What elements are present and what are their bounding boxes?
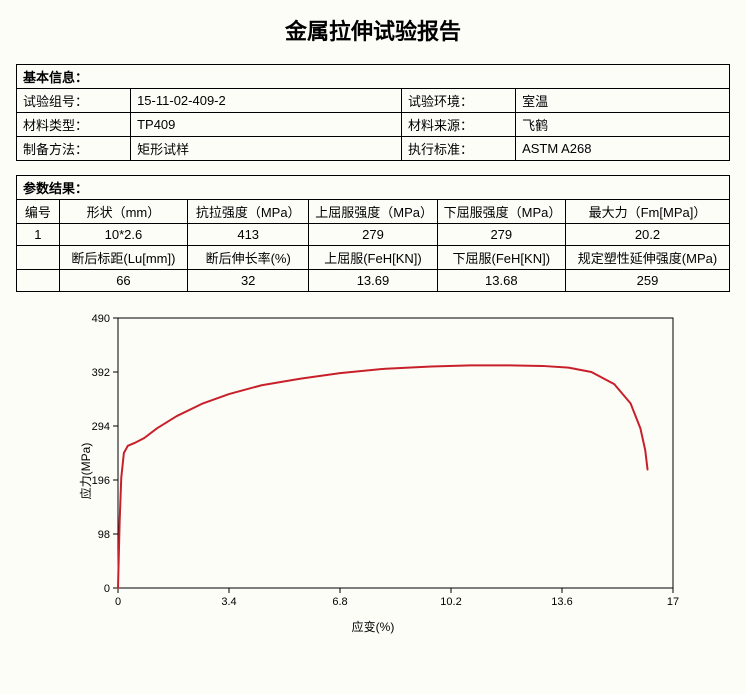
col-h: 断后伸长率(%) bbox=[188, 246, 309, 270]
y-axis-label: 应力(MPa) bbox=[77, 442, 94, 499]
info-row: 制备方法： 矩形试样 执行标准： ASTM A268 bbox=[17, 137, 730, 161]
basic-info-table: 基本信息： 试验组号： 15-11-02-409-2 试验环境： 室温 材料类型… bbox=[16, 64, 730, 161]
svg-text:392: 392 bbox=[92, 367, 110, 379]
col-h: 上屈服强度（MPa） bbox=[309, 200, 437, 224]
info-row: 材料类型： TP409 材料来源： 飞鹤 bbox=[17, 113, 730, 137]
info-key: 试验组号： bbox=[17, 89, 131, 113]
cell bbox=[17, 270, 60, 292]
svg-text:98: 98 bbox=[98, 529, 110, 541]
cell: 1 bbox=[17, 224, 60, 246]
results-header-row-2: 断后标距(Lu[mm]) 断后伸长率(%) 上屈服(FeH[KN]) 下屈服(F… bbox=[17, 246, 730, 270]
info-key: 执行标准： bbox=[402, 137, 516, 161]
svg-text:196: 196 bbox=[92, 475, 110, 487]
svg-text:0: 0 bbox=[104, 583, 110, 595]
cell: 32 bbox=[188, 270, 309, 292]
col-h: 抗拉强度（MPa） bbox=[188, 200, 309, 224]
cell: 279 bbox=[437, 224, 565, 246]
results-header-row-1: 编号 形状（mm） 抗拉强度（MPa） 上屈服强度（MPa） 下屈服强度（MPa… bbox=[17, 200, 730, 224]
results-data-row-1: 1 10*2.6 413 279 279 20.2 bbox=[17, 224, 730, 246]
svg-text:294: 294 bbox=[92, 421, 110, 433]
info-row: 试验组号： 15-11-02-409-2 试验环境： 室温 bbox=[17, 89, 730, 113]
col-h: 上屈服(FeH[KN]) bbox=[309, 246, 437, 270]
cell: 20.2 bbox=[565, 224, 729, 246]
col-h: 最大力（Fm[MPa]） bbox=[565, 200, 729, 224]
info-key: 材料类型： bbox=[17, 113, 131, 137]
cell: 10*2.6 bbox=[59, 224, 187, 246]
svg-text:3.4: 3.4 bbox=[221, 596, 236, 608]
info-key: 材料来源： bbox=[402, 113, 516, 137]
cell: 259 bbox=[565, 270, 729, 292]
col-h: 断后标距(Lu[mm]) bbox=[59, 246, 187, 270]
cell: 13.69 bbox=[309, 270, 437, 292]
x-axis-label: 应变(%) bbox=[63, 618, 683, 635]
info-val: 矩形试样 bbox=[131, 137, 402, 161]
info-val: 室温 bbox=[516, 89, 730, 113]
basic-info-header: 基本信息： bbox=[17, 65, 730, 89]
col-h: 编号 bbox=[17, 200, 60, 224]
info-key: 制备方法： bbox=[17, 137, 131, 161]
results-data-row-2: 66 32 13.69 13.68 259 bbox=[17, 270, 730, 292]
cell: 279 bbox=[309, 224, 437, 246]
col-h: 形状（mm） bbox=[59, 200, 187, 224]
svg-text:0: 0 bbox=[115, 596, 121, 608]
cell: 66 bbox=[59, 270, 187, 292]
info-val: 飞鹤 bbox=[516, 113, 730, 137]
results-header: 参数结果： bbox=[17, 176, 730, 200]
col-h: 规定塑性延伸强度(MPa) bbox=[565, 246, 729, 270]
svg-text:490: 490 bbox=[92, 313, 110, 325]
results-table: 参数结果： 编号 形状（mm） 抗拉强度（MPa） 上屈服强度（MPa） 下屈服… bbox=[16, 175, 730, 292]
col-h bbox=[17, 246, 60, 270]
col-h: 下屈服强度（MPa） bbox=[437, 200, 565, 224]
stress-strain-chart: 应力(MPa) 0 98 196 294 392 490 0 3.4 6.8 10.2 13.6 17… bbox=[63, 306, 683, 635]
svg-text:17: 17 bbox=[667, 596, 679, 608]
chart-svg: 0 98 196 294 392 490 0 3.4 6.8 10.2 13.6 17 bbox=[63, 306, 683, 616]
info-val: 15-11-02-409-2 bbox=[131, 89, 402, 113]
col-h: 下屈服(FeH[KN]) bbox=[437, 246, 565, 270]
svg-text:13.6: 13.6 bbox=[551, 596, 572, 608]
info-key: 试验环境： bbox=[402, 89, 516, 113]
info-val: ASTM A268 bbox=[516, 137, 730, 161]
cell: 13.68 bbox=[437, 270, 565, 292]
svg-text:10.2: 10.2 bbox=[440, 596, 461, 608]
report-title: 金属拉伸试验报告 bbox=[16, 14, 730, 46]
cell: 413 bbox=[188, 224, 309, 246]
info-val: TP409 bbox=[131, 113, 402, 137]
svg-text:6.8: 6.8 bbox=[332, 596, 347, 608]
